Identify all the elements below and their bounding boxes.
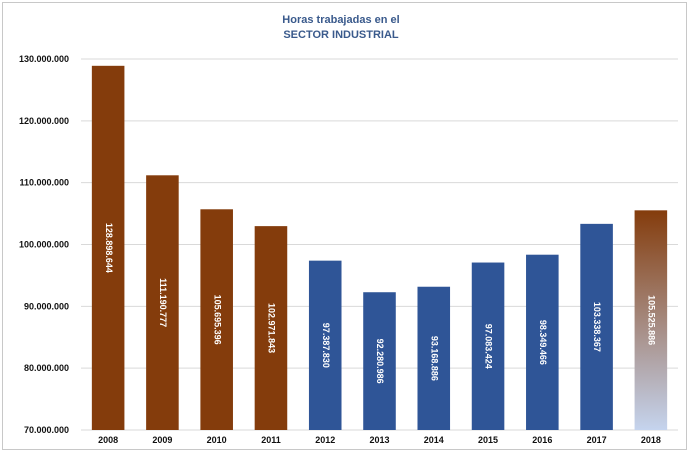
bar-2014 (417, 286, 451, 430)
x-tick-label: 2012 (315, 435, 335, 445)
bar-2008 (91, 65, 125, 430)
value-label-2015: 97.083.424 (484, 324, 494, 369)
bar-2011 (254, 226, 288, 430)
bar-2013 (363, 292, 396, 430)
y-tick-label: 90.000.000 (24, 301, 69, 311)
value-label-2018: 105.525.886 (646, 295, 656, 345)
x-tick-label: 2018 (641, 435, 661, 445)
value-label-2016: 98.349.466 (538, 320, 548, 365)
value-label-2014: 93.168.886 (429, 336, 439, 381)
bar-chart: Horas trabajadas en el SECTOR INDUSTRIAL… (19, 14, 678, 445)
bar-2017 (580, 223, 613, 430)
x-tick-label: 2011 (261, 435, 281, 445)
x-tick-label: 2015 (478, 435, 498, 445)
y-tick-label: 80.000.000 (24, 363, 69, 373)
bar-2015 (471, 262, 505, 430)
bar-2010 (200, 209, 233, 430)
x-tick-label: 2008 (98, 435, 118, 445)
x-tick-label: 2009 (152, 435, 172, 445)
x-axis-ticks: 2008 2009 2010 2011 2012 2013 2014 2015 2016 2017… (98, 435, 661, 445)
value-labels: 128.898.644 111.190.777 105.695.396 102.971… (104, 223, 657, 384)
value-label-2008: 128.898.644 (104, 223, 114, 273)
y-tick-label: 120.000.000 (19, 116, 69, 126)
x-tick-label: 2013 (369, 435, 389, 445)
bar-2016 (526, 254, 559, 430)
bar-2018 (634, 210, 668, 430)
value-label-2011: 102.971.843 (267, 303, 277, 353)
value-label-2010: 105.695.396 (212, 295, 222, 345)
x-tick-label: 2016 (532, 435, 552, 445)
chart-title-line-2: SECTOR INDUSTRIAL (283, 29, 399, 41)
y-tick-label: 70.000.000 (24, 425, 69, 435)
value-label-2009: 111.190.777 (158, 278, 168, 327)
x-tick-label: 2017 (587, 435, 607, 445)
chart-frame: Horas trabajadas en el SECTOR INDUSTRIAL… (2, 2, 687, 450)
bar-2009 (146, 175, 179, 430)
y-axis-ticks: 70.000.000 80.000.000 90.000.000 100.000.00… (19, 54, 69, 435)
value-label-2017: 103.338.367 (592, 302, 602, 352)
bars (91, 65, 668, 430)
y-tick-label: 100.000.000 (19, 240, 69, 250)
chart-title-line-1: Horas trabajadas en el (282, 14, 399, 26)
bar-2012 (308, 260, 342, 430)
value-label-2013: 92.280.986 (375, 339, 385, 384)
x-tick-label: 2010 (207, 435, 227, 445)
y-tick-label: 130.000.000 (19, 54, 69, 64)
value-label-2012: 97.387.830 (321, 323, 331, 368)
y-tick-label: 110.000.000 (19, 178, 69, 188)
x-tick-label: 2014 (424, 435, 444, 445)
